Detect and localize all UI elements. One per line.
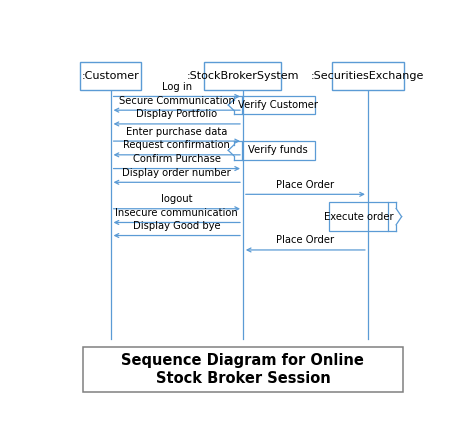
Text: Verify Customer: Verify Customer [238,100,318,110]
Text: Place Order: Place Order [276,180,335,190]
Text: Log in: Log in [162,82,192,92]
Text: Verify funds: Verify funds [248,145,308,155]
Text: Confirm Purchase: Confirm Purchase [133,154,221,164]
Text: Execute order: Execute order [324,212,393,222]
Text: logout: logout [161,194,192,204]
FancyBboxPatch shape [204,62,282,90]
Text: Display order number: Display order number [122,168,231,178]
FancyBboxPatch shape [81,62,141,90]
Text: Sequence Diagram for Online
Stock Broker Session: Sequence Diagram for Online Stock Broker… [121,353,365,386]
Text: Insecure communication: Insecure communication [116,208,238,218]
Text: Place Order: Place Order [276,235,335,245]
Text: Enter purchase data: Enter purchase data [126,127,228,136]
Text: Display Good bye: Display Good bye [133,221,220,231]
FancyBboxPatch shape [332,62,404,90]
Text: :SecuritiesExchange: :SecuritiesExchange [311,71,425,81]
Text: Secure Communication: Secure Communication [119,96,235,106]
Text: Display Portfolio: Display Portfolio [136,109,218,120]
Text: :StockBrokerSystem: :StockBrokerSystem [187,71,299,81]
Text: :Customer: :Customer [82,71,139,81]
FancyBboxPatch shape [83,347,403,392]
Text: Request confirmation: Request confirmation [123,140,230,150]
